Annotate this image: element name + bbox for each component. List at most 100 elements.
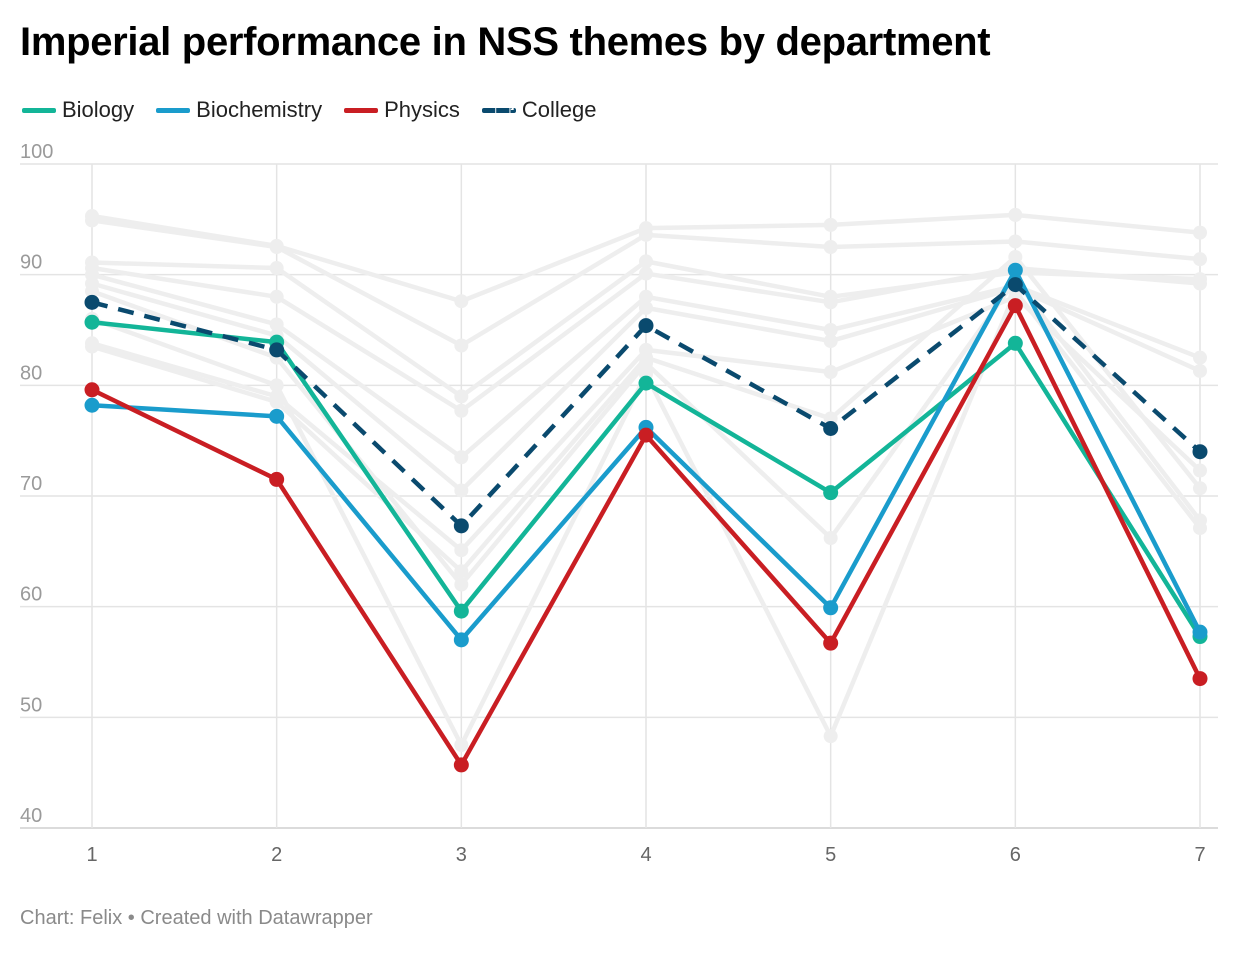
- series-college-point-3: [453, 518, 469, 534]
- series-physics-point-6: [1007, 298, 1023, 314]
- background-series-8-point-6: [1008, 249, 1023, 264]
- background-series-2-point-6: [1008, 234, 1023, 249]
- background-series-2-point-5: [823, 240, 838, 254]
- background-series-1-point-7: [1193, 225, 1207, 240]
- background-series-2-point-2: [269, 240, 284, 254]
- x-tick-label-7: 7: [1194, 844, 1205, 866]
- legend-item-physics: Physics: [344, 97, 460, 123]
- background-series-7-point-7: [1193, 463, 1207, 478]
- background-series-9-point-5: [823, 531, 838, 546]
- background-series-8-point-2: [269, 394, 284, 409]
- legend: Biology Biochemistry Physics College: [22, 95, 618, 125]
- series-physics-point-7: [1192, 671, 1208, 687]
- background-series-2-point-7: [1193, 252, 1207, 267]
- legend-label-college: College: [521, 97, 597, 122]
- legend-label-physics: Physics: [384, 97, 460, 122]
- background-series-3-point-2: [269, 261, 284, 276]
- x-tick-label-4: 4: [640, 844, 651, 866]
- series-biochemistry-point-3: [453, 632, 469, 648]
- legend-swatch-biochemistry: [156, 107, 191, 113]
- chart-title: Imperial performance in NSS themes by de…: [20, 20, 991, 64]
- background-series-3-point-3: [454, 389, 469, 404]
- series-physics-point-4: [638, 427, 654, 443]
- y-tick-label-60: 60: [20, 584, 42, 606]
- series-college-point-4: [638, 318, 654, 334]
- legend-item-biology: Biology: [22, 97, 134, 123]
- background-series-2-point-1: [85, 213, 99, 228]
- background-series-1-point-5: [823, 217, 838, 232]
- background-series-9-point-3: [454, 577, 469, 592]
- series-college-point-7: [1192, 444, 1208, 460]
- background-series-5-point-5: [823, 323, 838, 337]
- background-series-10-point-5: [823, 729, 838, 744]
- background-series-4-point-2: [269, 289, 284, 304]
- y-tick-label-90: 90: [20, 252, 42, 274]
- legend-item-college: College: [481, 97, 597, 123]
- background-series-4-point-4: [639, 266, 653, 281]
- background-series-6-point-4: [639, 300, 653, 315]
- x-tick-label-1: 1: [86, 844, 97, 866]
- legend-label-biochemistry: Biochemistry: [196, 97, 323, 122]
- background-series-1-point-6: [1008, 207, 1023, 222]
- series-biology-point-6: [1007, 335, 1023, 351]
- legend-item-biochemistry: Biochemistry: [156, 97, 322, 123]
- series-physics-point-1: [84, 382, 100, 398]
- background-series-10-point-7: [1193, 521, 1207, 536]
- background-series-10-point-2: [269, 378, 284, 393]
- background-series-4-point-5: [823, 295, 838, 310]
- background-series-2-point-4: [639, 227, 653, 242]
- series-biology-point-3: [453, 603, 469, 619]
- background-series-9-point-1: [85, 284, 99, 299]
- y-tick-label-100: 100: [20, 141, 53, 163]
- legend-swatch-college: [481, 107, 516, 113]
- background-series-6-point-3: [454, 483, 469, 498]
- y-tick-label-40: 40: [20, 805, 42, 827]
- series-biochemistry-point-1: [84, 397, 100, 413]
- background-series-4-point-7: [1193, 276, 1207, 291]
- background-series-7-point-3: [454, 543, 469, 558]
- series-college-point-1: [84, 294, 100, 310]
- background-series-3-point-4: [639, 254, 653, 269]
- series-physics-point-3: [453, 757, 469, 773]
- y-tick-label-80: 80: [20, 362, 42, 384]
- series-biochemistry-point-7: [1192, 624, 1208, 640]
- series-college-point-6: [1007, 277, 1023, 293]
- legend-label-biology: Biology: [62, 97, 135, 122]
- y-tick-label-70: 70: [20, 473, 42, 495]
- series-biochemistry-point-6: [1007, 262, 1023, 278]
- x-tick-label-6: 6: [1010, 844, 1021, 866]
- background-series-5-point-2: [269, 317, 284, 332]
- legend-swatch-biology: [22, 107, 56, 113]
- x-tick-label-3: 3: [456, 844, 467, 866]
- background-series-8-point-3: [454, 564, 469, 579]
- background-series-5-point-3: [454, 450, 469, 465]
- series-college-point-5: [823, 420, 839, 436]
- background-series-6-point-7: [1193, 363, 1207, 378]
- background-series-2-point-3: [454, 338, 469, 353]
- series-biochemistry-point-5: [823, 600, 839, 616]
- chart-footer: Chart: Felix • Created with Datawrapper: [20, 907, 373, 929]
- background-series-8-point-7: [1193, 481, 1207, 496]
- background-series-8-point-1: [85, 339, 99, 354]
- axis-labels: 40 50 60 70 80 90 100 1 2 3 4 5 6 7: [20, 141, 1206, 866]
- legend-swatch-physics: [344, 107, 379, 113]
- series-physics-point-5: [823, 635, 839, 651]
- x-tick-label-2: 2: [271, 844, 282, 866]
- x-tick-label-5: 5: [825, 844, 836, 866]
- series-biology-point-5: [823, 485, 839, 501]
- y-tick-label-50: 50: [20, 694, 42, 716]
- series-college-point-2: [269, 342, 285, 358]
- series-physics-point-2: [269, 471, 285, 487]
- background-series-5-point-7: [1193, 350, 1207, 365]
- background-series-6-point-5: [823, 334, 838, 349]
- series-biology-point-4: [638, 375, 654, 391]
- background-series-5-point-4: [639, 289, 653, 304]
- background-series-10-point-3: [454, 738, 469, 752]
- highlighted-series: [84, 262, 1208, 773]
- background-series-7-point-5: [823, 365, 838, 380]
- background-series-4-point-3: [454, 403, 469, 418]
- background-series-1-point-3: [454, 294, 469, 309]
- series-biology-point-1: [84, 314, 100, 330]
- series-biochemistry-point-2: [269, 408, 285, 424]
